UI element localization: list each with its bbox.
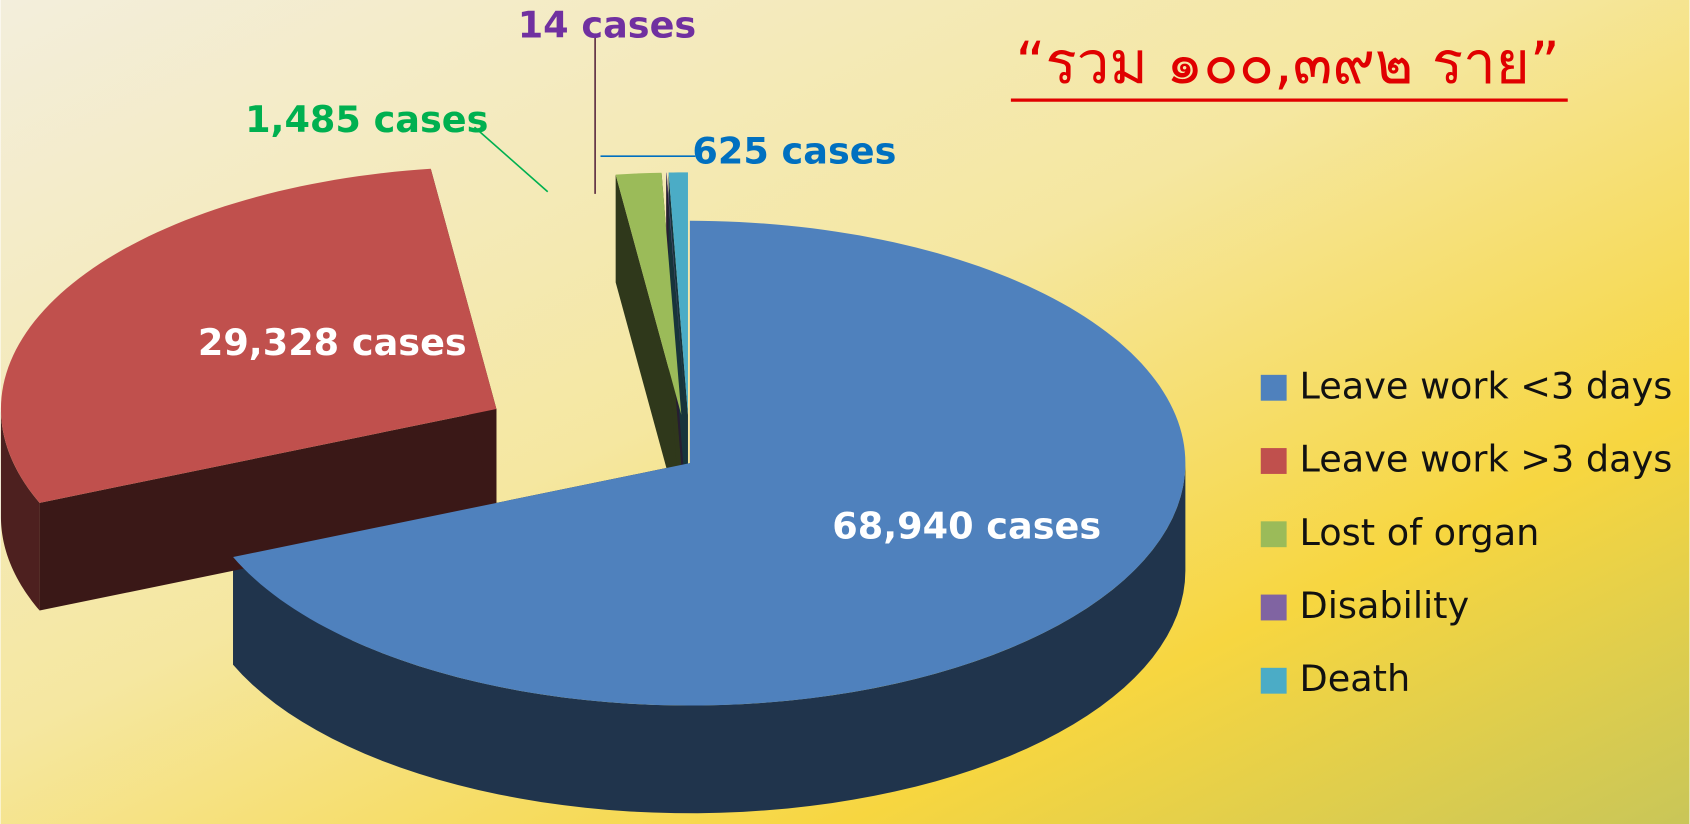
legend: Leave work <3 days Leave work >3 days Lost…	[1260, 364, 1673, 700]
slice	[666, 172, 686, 415]
legend-label: Death	[1300, 657, 1411, 700]
slice-side	[39, 408, 497, 611]
slice-tops	[0, 168, 1186, 706]
legend-label: Disability	[1300, 584, 1470, 627]
chart-title: “รวม ๑๐๐,๓๙๒ ราย”	[1015, 29, 1560, 97]
legend-label: Leave work >3 days	[1300, 438, 1673, 481]
value-label: 625 cases	[692, 129, 896, 172]
leader-line	[473, 126, 549, 193]
slice	[668, 172, 688, 415]
value-label: 68,940 cases	[832, 504, 1101, 547]
slice-wall	[233, 463, 1186, 814]
slice	[0, 168, 497, 503]
slice	[233, 220, 1186, 706]
value-label: 1,485 cases	[245, 98, 488, 141]
slice	[615, 172, 682, 415]
value-labels: 68,940 cases 29,328 cases 1,485 cases 14 ca…	[198, 3, 1101, 547]
legend-swatch	[1260, 667, 1287, 694]
value-label: 14 cases	[518, 3, 697, 46]
legend-label: Leave work <3 days	[1300, 364, 1673, 407]
slice-side	[615, 174, 682, 523]
legend-swatch	[1260, 448, 1287, 474]
legend-swatch	[1260, 521, 1287, 548]
value-label: 29,328 cases	[198, 321, 467, 364]
legend-swatch	[1260, 374, 1287, 401]
legend-swatch	[1260, 594, 1287, 621]
legend-label: Lost of organ	[1300, 511, 1540, 554]
slice-wall	[0, 408, 40, 611]
